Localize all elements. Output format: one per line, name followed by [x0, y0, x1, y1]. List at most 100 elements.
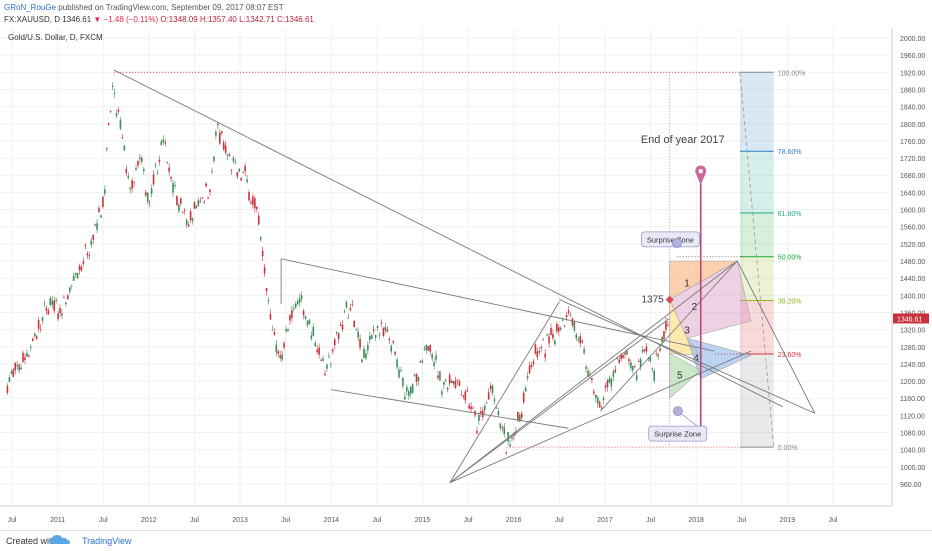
candle-body	[639, 359, 642, 367]
candle-body	[98, 207, 100, 213]
candle-body	[129, 187, 131, 190]
candle-body	[170, 177, 172, 179]
candle-body	[425, 345, 428, 350]
candle-body	[608, 378, 611, 383]
price-tick: 1760.00	[900, 139, 925, 146]
candle-body	[655, 353, 657, 355]
candle-body	[330, 364, 332, 365]
candle-body	[628, 359, 630, 362]
candle-body	[318, 347, 320, 355]
tradingview-brand[interactable]: TradingView	[82, 536, 132, 546]
price-marker-label: 1375	[641, 295, 664, 306]
candle-body	[378, 334, 381, 336]
candle-body	[121, 137, 124, 139]
candle-body	[273, 332, 276, 335]
candle-body	[30, 346, 32, 348]
candle-body	[532, 361, 535, 365]
candle-body	[661, 336, 663, 343]
candle-body	[70, 285, 73, 287]
candle-body	[337, 333, 340, 339]
candle-body	[559, 327, 562, 330]
time-axis[interactable]: Jul 2011 Jul 2012 Jul 2013 Jul 2014 Jul 2015 Jul 20…	[0, 505, 892, 524]
candle-body	[275, 344, 278, 353]
candle-body	[404, 396, 406, 400]
candle-body	[271, 329, 274, 331]
price-chart[interactable]: 100.00% 78.60% 61.80% 50.00% 38.20% 23.60% 0.0…	[0, 28, 932, 528]
trend-line-lower	[559, 299, 815, 414]
candle-body	[423, 348, 426, 350]
candle-body	[228, 154, 231, 156]
candle-body	[501, 426, 504, 428]
trend-line-channel-bottom	[331, 389, 569, 429]
candle-body	[641, 349, 644, 353]
candle-body	[308, 319, 311, 325]
map-pin-icon[interactable]	[695, 165, 707, 186]
candle-body	[347, 317, 350, 319]
candle-body	[267, 300, 270, 302]
candle-body	[76, 272, 79, 279]
candle-body	[380, 322, 383, 324]
candle-body	[577, 339, 580, 341]
candle-body	[193, 201, 196, 209]
candle-body	[369, 335, 371, 340]
candle-body	[102, 196, 104, 207]
surprise-zone-upper[interactable]: Surprise Zone	[641, 231, 700, 248]
candle-body	[427, 346, 430, 351]
candle-body	[538, 350, 541, 353]
price-tick: 1080.00	[900, 431, 925, 438]
candle-body	[407, 391, 410, 396]
candle-body	[417, 376, 420, 381]
fib-band	[739, 300, 774, 355]
candle-body	[345, 301, 348, 308]
last-price-tag-label: 1346.61	[897, 316, 922, 323]
candle-body	[341, 324, 344, 330]
candle-body	[439, 371, 441, 381]
time-tick: Jul	[555, 517, 564, 524]
last-price-tag	[893, 313, 929, 324]
price-axis[interactable]: 960.00 1000.00 1040.00 1080.00 1120.00 1160.0…	[891, 28, 929, 506]
author-link[interactable]: GRoN_RouGe	[4, 3, 57, 12]
annotations[interactable]: End of year 2017 1375 Surprise Zone Surpris…	[641, 134, 725, 442]
fib-retracement[interactable]: 100.00% 78.60% 61.80% 50.00% 38.20% 23.60% 0.0…	[739, 70, 805, 452]
price-tick: 1040.00	[900, 448, 925, 455]
surprise-zone-lower[interactable]: Surprise Zone	[648, 406, 708, 442]
candle-body	[252, 196, 254, 205]
candle-body	[156, 172, 159, 174]
candle-body	[207, 197, 209, 199]
candle-body	[158, 159, 161, 162]
candle-body	[363, 348, 365, 358]
candle-body	[127, 175, 130, 178]
candle-body	[653, 370, 656, 381]
candle-body	[583, 348, 585, 354]
symbol-label[interactable]: FX:XAUUSD, D	[4, 15, 61, 24]
candle-body	[441, 391, 443, 395]
candle-body	[511, 436, 513, 439]
candle-body	[480, 411, 482, 414]
time-tick: 2015	[415, 517, 431, 524]
candle-body	[316, 349, 319, 352]
candle-body	[433, 362, 435, 366]
candle-body	[581, 340, 583, 343]
candle-body	[183, 210, 186, 211]
candle-body	[65, 302, 67, 305]
candle-body	[540, 347, 543, 349]
candle-body	[306, 320, 309, 326]
candle-body	[78, 265, 81, 271]
candle-body	[113, 93, 116, 94]
candle-body	[33, 333, 36, 337]
candle-body	[191, 218, 194, 222]
candle-body	[503, 427, 506, 435]
candle-body	[294, 303, 297, 308]
created-with-text: Created with	[6, 536, 57, 546]
candle-body	[396, 359, 398, 368]
candle-body	[236, 172, 239, 177]
candle-body	[259, 237, 262, 240]
candle-body	[476, 430, 478, 434]
candle-body	[143, 168, 145, 171]
chart-area[interactable]: 100.00% 78.60% 61.80% 50.00% 38.20% 23.60% 0.0…	[0, 28, 932, 528]
candle-body	[189, 211, 192, 221]
candle-body	[88, 255, 91, 257]
candle-body	[137, 161, 139, 166]
candle-body	[123, 145, 126, 151]
candle-body	[546, 334, 548, 336]
